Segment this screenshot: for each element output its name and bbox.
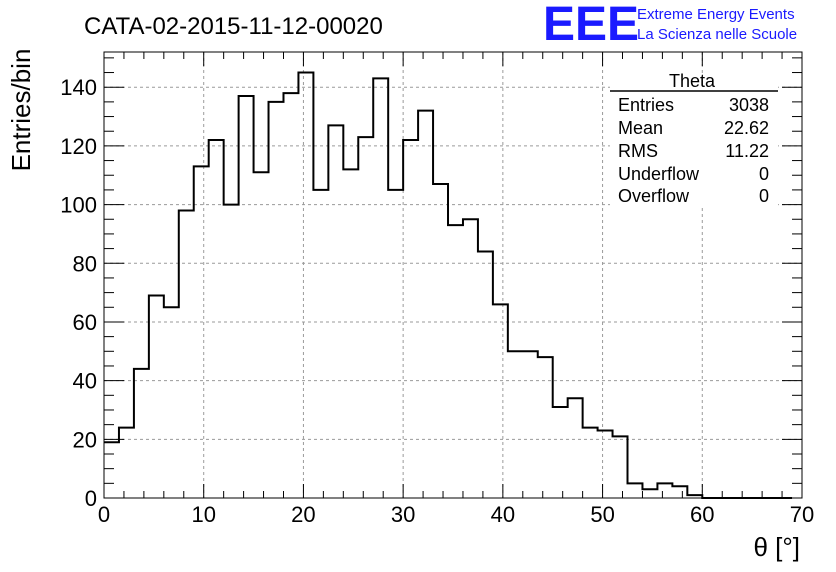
- stats-value-rms: 11.22: [725, 141, 769, 161]
- y-tick-label: 0: [85, 486, 97, 511]
- x-tick-label: 0: [98, 502, 110, 527]
- tick-labels: 0 10 20 30 40 50 60 70 0 20 40 60 80 100 120 140: [60, 75, 814, 527]
- stats-box-background: [610, 74, 778, 208]
- y-tick-label: 20: [73, 427, 97, 452]
- y-tick-label: 120: [60, 134, 97, 159]
- histogram-step-line: [104, 71, 793, 499]
- stats-value-mean: 22.62: [724, 118, 769, 138]
- grid-lines: [104, 52, 802, 498]
- stats-label-entries: Entries: [618, 95, 674, 115]
- x-tick-label: 50: [590, 502, 614, 527]
- y-tick-label: 60: [73, 310, 97, 335]
- y-axis-label: Entries/bin: [6, 49, 36, 172]
- stats-value-entries: 3038: [729, 95, 769, 115]
- x-tick-label: 70: [790, 502, 814, 527]
- axis-ticks: [103, 52, 803, 499]
- y-tick-label: 40: [73, 369, 97, 394]
- plot-frame: [103, 51, 803, 499]
- stats-title: Theta: [669, 71, 716, 91]
- x-tick-label: 20: [291, 502, 315, 527]
- x-tick-label: 60: [690, 502, 714, 527]
- y-tick-label: 100: [60, 193, 97, 218]
- stats-label-underflow: Underflow: [618, 164, 700, 184]
- stats-value-underflow: 0: [759, 164, 769, 184]
- stats-label-rms: RMS: [618, 141, 658, 161]
- stats-box: Theta Entries 3038 Mean 22.62 RMS 11.22 …: [610, 71, 778, 208]
- y-tick-label: 140: [60, 75, 97, 100]
- x-tick-label: 30: [391, 502, 415, 527]
- eee-logo: EEE: [543, 0, 639, 51]
- stats-value-overflow: 0: [759, 186, 769, 206]
- x-axis-label: θ [°]: [753, 532, 800, 562]
- logo-line-1: Extreme Energy Events: [637, 6, 795, 23]
- x-tick-label: 40: [491, 502, 515, 527]
- stats-label-mean: Mean: [618, 118, 663, 138]
- logo-line-2: La Scienza nelle Scuole: [637, 26, 797, 43]
- stats-label-overflow: Overflow: [618, 186, 690, 206]
- x-tick-label: 10: [191, 502, 215, 527]
- chart-title: CATA-02-2015-11-12-00020: [84, 13, 383, 40]
- y-tick-label: 80: [73, 251, 97, 276]
